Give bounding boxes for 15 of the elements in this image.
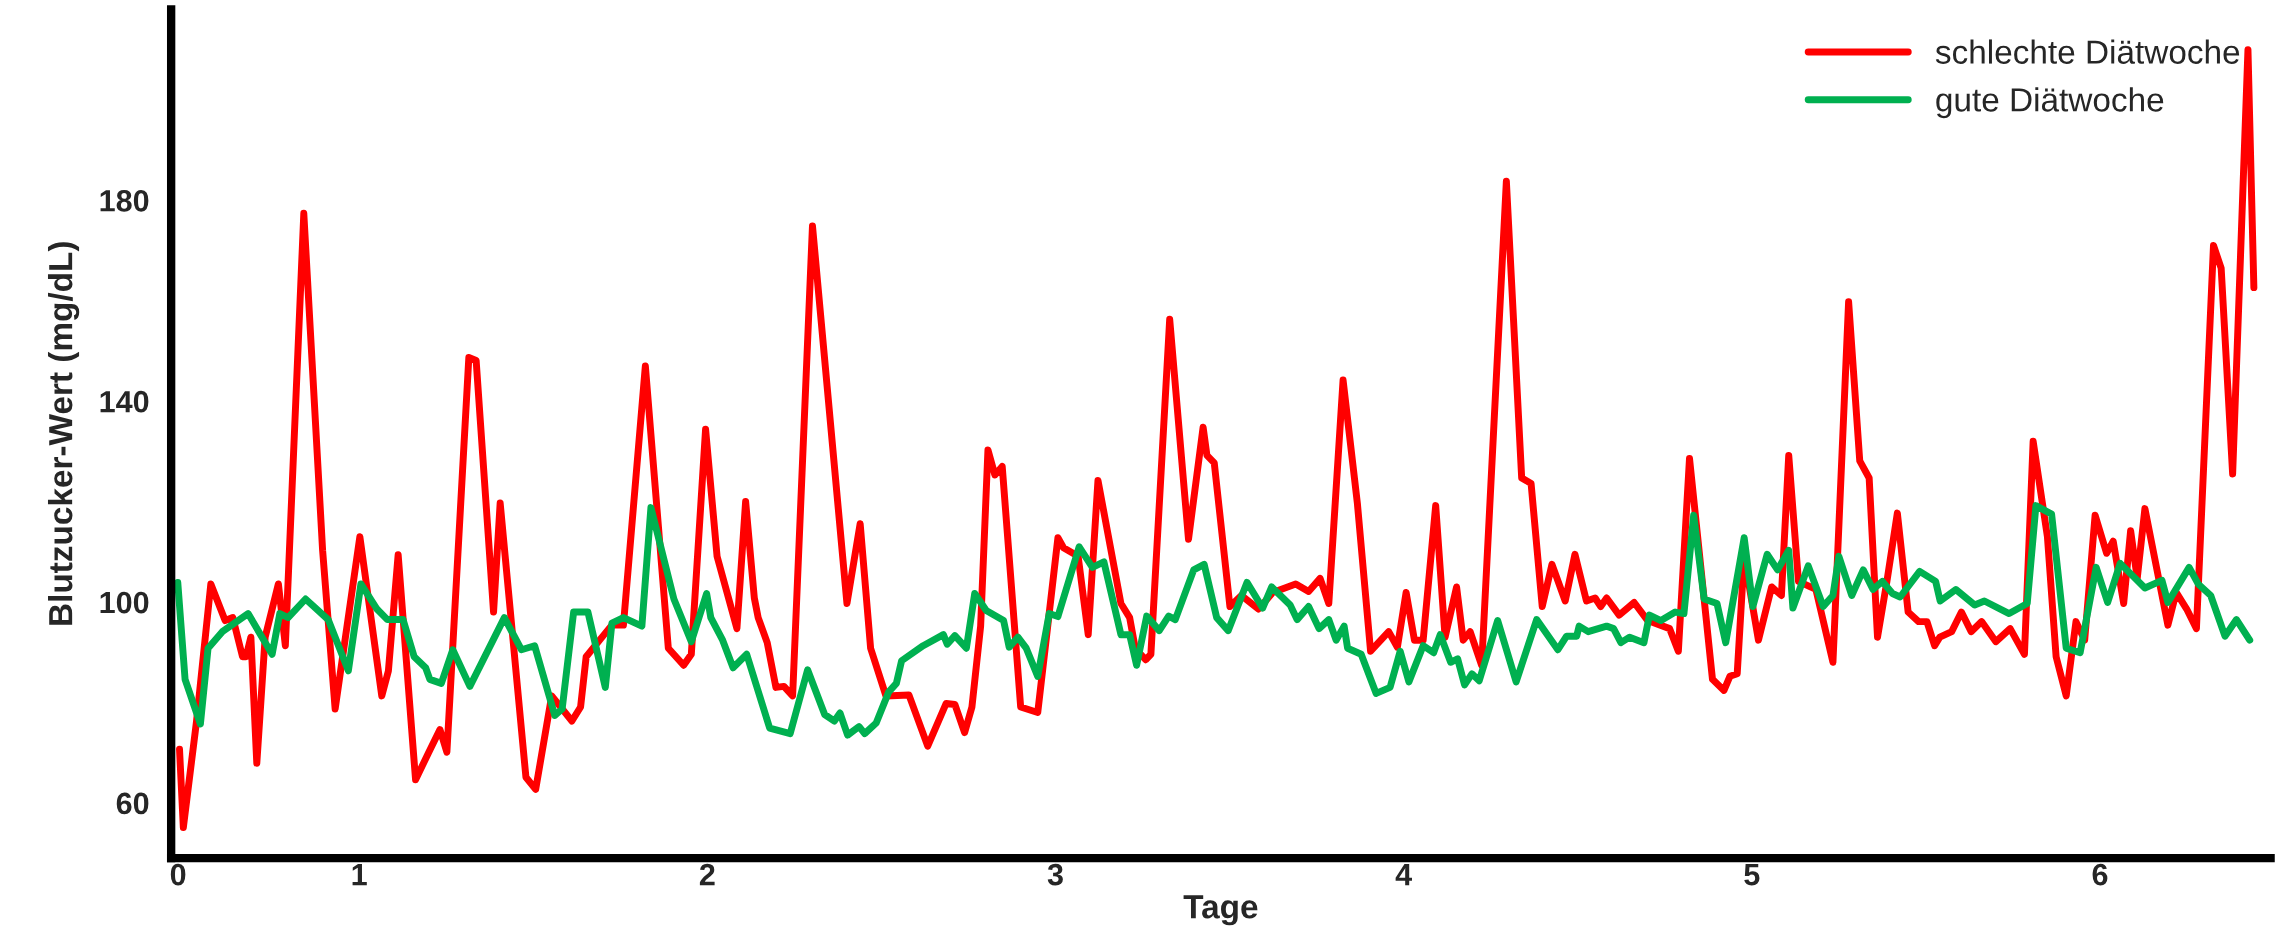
x-axis-title: Tage xyxy=(1183,895,1258,926)
x-tick-label: 6 xyxy=(2092,863,2108,886)
x-tick-label: 0 xyxy=(170,863,186,886)
x-tick-label: 3 xyxy=(1047,863,1063,886)
y-tick-label: 180 xyxy=(100,190,149,212)
legend-label: gute Diätwoche xyxy=(1936,87,2164,119)
legend-label: schlechte Diätwoche xyxy=(1935,39,2240,64)
y-tick-label: 60 xyxy=(116,792,149,815)
y-tick-label: 140 xyxy=(100,390,149,413)
x-tick-label: 2 xyxy=(699,863,715,886)
x-tick-label: 4 xyxy=(1395,864,1412,886)
x-tick-label: 1 xyxy=(352,864,367,886)
y-axis-title: Blutzucker-Wert (mg/dL) xyxy=(47,242,80,625)
y-tick-label: 100 xyxy=(100,591,149,614)
x-tick-label: 5 xyxy=(1744,864,1760,886)
